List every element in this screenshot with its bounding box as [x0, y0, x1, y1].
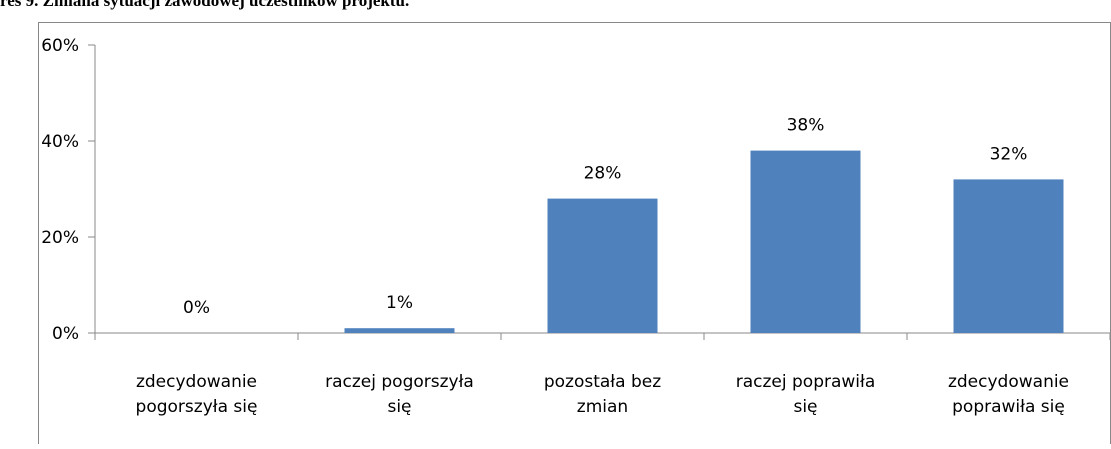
value-label: 32%: [990, 144, 1028, 164]
y-tick-label: 20%: [41, 228, 79, 248]
chart-title: res 9. Zmiana sytuacji zawodowej uczestn…: [0, 0, 409, 10]
label-line: raczej pogorszyła: [325, 372, 474, 392]
label-line: pozostała bez: [544, 372, 661, 392]
label-line: poprawiła się: [952, 397, 1065, 417]
x-tick-label: raczej pogorszyła się: [325, 372, 474, 417]
label-line: się: [793, 397, 817, 417]
value-label: 0%: [183, 298, 210, 318]
bar: [344, 328, 455, 333]
bar: [953, 179, 1064, 333]
y-tick-label: 40%: [41, 132, 79, 152]
label-line: zdecydowanie: [136, 372, 257, 392]
x-tick-label: zdecydowanie pogorszyła się: [136, 372, 258, 417]
x-tick-label: raczej poprawiła się: [736, 372, 876, 417]
value-label: 28%: [584, 164, 622, 184]
bar: [547, 198, 658, 333]
y-tick-label: 60%: [41, 36, 79, 56]
x-tick-label: pozostała bez zmian: [544, 372, 661, 417]
label-line: zdecydowanie: [948, 372, 1069, 392]
value-label: 38%: [787, 116, 825, 136]
x-tick-label: zdecydowanie poprawiła się: [948, 372, 1069, 417]
label-line: raczej poprawiła: [736, 372, 876, 392]
value-label: 1%: [386, 293, 413, 313]
label-line: zmian: [577, 397, 628, 417]
label-line: się: [387, 397, 411, 417]
label-line: pogorszyła się: [136, 397, 258, 417]
bar: [750, 150, 861, 333]
y-tick-label: 0%: [52, 324, 79, 344]
